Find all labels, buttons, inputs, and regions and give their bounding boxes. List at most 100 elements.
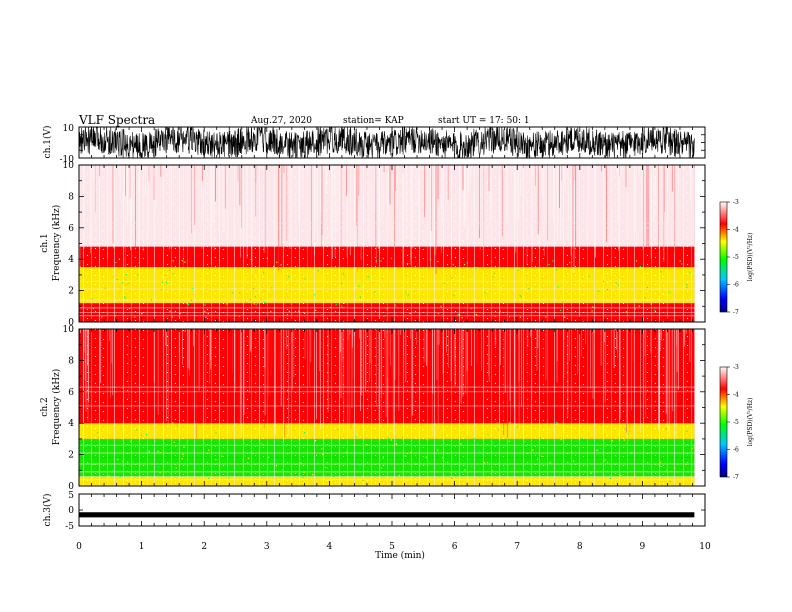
spectrogram-streak bbox=[547, 165, 548, 241]
spectrogram-speckle bbox=[512, 315, 515, 317]
spectrogram-streak bbox=[588, 165, 590, 202]
spectrogram-speckle bbox=[266, 257, 268, 259]
spectrogram-streak bbox=[617, 329, 618, 358]
spectrogram-speckle bbox=[270, 281, 272, 283]
spectrogram-streak bbox=[208, 329, 210, 331]
spectrogram-streak bbox=[274, 329, 276, 435]
spectrogram-streak bbox=[520, 165, 521, 196]
spectrogram-speckle bbox=[317, 270, 319, 272]
spectrogram-streak bbox=[441, 165, 443, 227]
spectrogram-speckle bbox=[112, 469, 114, 471]
spectrogram-speckle bbox=[115, 261, 117, 264]
ch1-spectrogram-ylabel-frequency: Frequency (kHz) bbox=[51, 205, 62, 282]
spectrogram-streak bbox=[424, 165, 426, 218]
spectrogram-speckle bbox=[660, 432, 663, 434]
spectrogram-speckle bbox=[159, 472, 161, 474]
spectrogram-speckle bbox=[472, 277, 474, 279]
spectrogram-streak bbox=[95, 165, 97, 193]
spectrogram-streak bbox=[545, 329, 547, 380]
colorbar-tick-label: -6 bbox=[733, 282, 739, 289]
spectrogram-streak bbox=[530, 329, 532, 337]
spectrogram-speckle bbox=[215, 459, 217, 461]
spectrogram-streak bbox=[412, 165, 414, 249]
time-tick-label: 1 bbox=[139, 542, 145, 552]
spectrogram-speckle bbox=[315, 309, 317, 311]
spectrogram-streak bbox=[171, 329, 172, 393]
spectrogram-speckle bbox=[547, 266, 549, 269]
spectrogram-streak bbox=[617, 165, 619, 174]
spectrogram-streak bbox=[113, 165, 115, 249]
spectrogram-speckle bbox=[90, 449, 92, 451]
spectrogram-streak bbox=[623, 329, 625, 412]
spectrogram-speckle bbox=[490, 260, 493, 262]
spectrogram-streak bbox=[650, 165, 652, 259]
spectrogram-speckle bbox=[349, 287, 351, 289]
spectrogram-streak bbox=[138, 329, 140, 332]
spectrogram-speckle bbox=[206, 471, 208, 474]
spectrogram-speckle bbox=[157, 450, 159, 453]
spectrogram-streak bbox=[436, 329, 437, 348]
spectrogram-streak bbox=[534, 165, 536, 191]
spectrogram-streak bbox=[325, 165, 327, 194]
spectrogram-speckle bbox=[157, 474, 159, 476]
spectrogram-streak bbox=[360, 329, 361, 411]
spectrogram-speckle bbox=[298, 310, 300, 312]
spectrogram-speckle bbox=[175, 467, 177, 469]
spectrogram-streak bbox=[189, 329, 190, 376]
spectrogram-speckle bbox=[555, 269, 558, 271]
spectrogram-streak bbox=[383, 165, 385, 173]
spectrogram-streak bbox=[107, 165, 109, 259]
spectrogram-streak bbox=[347, 329, 349, 341]
spectrogram-streak bbox=[358, 165, 360, 196]
ch3-ytick-mid: 0 bbox=[68, 506, 74, 516]
spectrogram-streak bbox=[593, 329, 594, 333]
spectrogram-streak bbox=[453, 329, 455, 361]
spectrogram-speckle bbox=[500, 286, 502, 288]
spectrogram-speckle bbox=[253, 303, 255, 305]
spectrogram-speckle bbox=[109, 432, 111, 435]
spectrogram-streak bbox=[396, 165, 397, 189]
spectrogram-streak bbox=[232, 329, 233, 374]
ch2-spectrogram-ylabel-frequency: Frequency (kHz) bbox=[51, 369, 62, 446]
spectrogram-streak bbox=[437, 165, 439, 200]
spectrogram-streak bbox=[666, 329, 668, 426]
spectrogram-speckle bbox=[437, 313, 440, 315]
spectrogram-speckle bbox=[107, 312, 109, 314]
panel-ch2-spectrogram: 0 2 4 6 8 10 ch.2 Frequency (kHz) bbox=[40, 325, 706, 492]
spectrogram-streak bbox=[426, 329, 427, 366]
spectrogram-streak bbox=[677, 165, 679, 236]
spectrogram-streak bbox=[339, 165, 341, 214]
spectrogram-streak bbox=[567, 165, 569, 243]
spectrogram-speckle bbox=[452, 278, 454, 280]
spectrogram-speckle bbox=[207, 313, 209, 315]
spectrogram-streak bbox=[437, 329, 439, 345]
spectrogram-speckle bbox=[665, 428, 667, 430]
time-tick-label: 8 bbox=[577, 542, 583, 552]
spectrogram-speckle bbox=[665, 423, 667, 426]
spectrogram-speckle bbox=[685, 463, 687, 465]
spectrogram-streak bbox=[115, 329, 117, 334]
spectrogram-streak bbox=[563, 329, 565, 379]
panel-ch3-waveform: 5 0 -5 ch.3(V) bbox=[42, 491, 706, 532]
spectrogram-streak bbox=[390, 329, 391, 366]
spectrogram-speckle bbox=[343, 302, 345, 304]
spectrogram-streak bbox=[415, 165, 417, 206]
time-tick-label: 10 bbox=[699, 542, 711, 552]
spectrogram-streak bbox=[590, 329, 591, 389]
spectrogram-speckle bbox=[598, 290, 600, 292]
spectrogram-streak bbox=[79, 165, 81, 266]
spectrogram-speckle bbox=[97, 271, 99, 273]
date-label: Aug.27, 2020 bbox=[250, 116, 312, 126]
spectrogram-streak bbox=[654, 165, 655, 233]
colorbar-tick-label: -7 bbox=[733, 474, 739, 481]
spectrogram-streak bbox=[343, 329, 345, 433]
spectrogram-speckle bbox=[247, 457, 249, 459]
spectrogram-streak bbox=[169, 165, 171, 188]
spectrogram-speckle bbox=[273, 265, 275, 268]
spectrogram-speckle bbox=[386, 308, 388, 310]
spectrogram-streak bbox=[503, 329, 505, 436]
spectrogram-speckle bbox=[300, 462, 302, 464]
spectrogram-streak bbox=[417, 165, 419, 244]
spectrogram-streak bbox=[346, 165, 348, 258]
spectrogram-speckle bbox=[286, 313, 288, 315]
